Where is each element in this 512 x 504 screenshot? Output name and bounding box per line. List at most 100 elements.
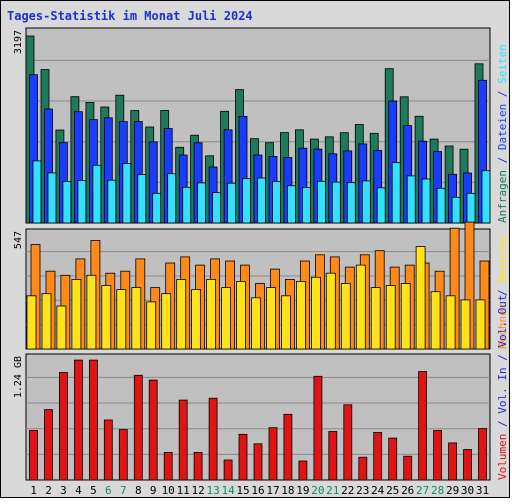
besuche-bar (221, 287, 232, 350)
seiten-bar (436, 187, 446, 224)
besuche-bar (116, 289, 127, 350)
volumen-bar (163, 451, 173, 481)
seiten-bar (466, 192, 476, 224)
panel-3-legend: Volumen / Vol. In / Vol. Out (496, 295, 509, 480)
x-tick-label: 18 (281, 484, 294, 497)
x-tick-label: 22 (341, 484, 354, 497)
besuche-bar (236, 280, 246, 350)
x-tick-label: 16 (251, 484, 264, 497)
seiten-bar (406, 175, 416, 224)
seiten-bar (32, 160, 42, 224)
x-tick-label: 9 (150, 484, 157, 497)
besuche-bar (415, 246, 426, 350)
besuche-bar (176, 278, 187, 350)
volumen-bar (238, 433, 248, 481)
seiten-bar (92, 164, 102, 224)
x-tick-label: 3 (60, 484, 67, 497)
besuche-bar (280, 295, 291, 350)
legend-entry: / (496, 84, 509, 104)
volumen-bar (193, 451, 203, 481)
volumen-bar (74, 359, 83, 481)
x-tick-label: 30 (461, 484, 474, 497)
besuche-bar (445, 295, 456, 350)
volumen-bar (403, 455, 413, 481)
besuche-bar (206, 278, 217, 350)
volumen-bar (433, 430, 443, 481)
x-tick-label: 8 (135, 484, 142, 497)
panel-2-legend: Rechner / Besuche (496, 236, 509, 349)
volumen-bar (283, 413, 293, 481)
legend-entry: / (496, 150, 509, 170)
besuche-bar (340, 283, 351, 350)
seiten-bar (47, 172, 57, 224)
seiten-bar (137, 174, 147, 224)
volumen-bar (343, 404, 353, 481)
seiten-bar (227, 182, 237, 224)
besuche-bar (385, 285, 396, 350)
besuche-bar (71, 278, 82, 350)
volumen-bar (268, 427, 278, 481)
volumen-bar (178, 399, 188, 481)
x-tick-label: 10 (162, 484, 175, 497)
legend-entry: Anfragen (496, 170, 509, 223)
x-tick-label: 23 (356, 484, 369, 497)
seiten-bar (182, 186, 192, 224)
x-tick-label: 17 (266, 484, 279, 497)
volumen-bar (388, 437, 398, 481)
legend-entry: Dateien (496, 104, 509, 150)
panel-2-ymax-label: 547 (13, 231, 24, 249)
x-tick-label: 2 (45, 484, 52, 497)
x-tick-label: 24 (371, 484, 385, 497)
x-tick-label: 31 (476, 484, 489, 497)
besuche-bar (86, 274, 97, 350)
legend-entry: / (496, 414, 509, 434)
legend-entry: Vol. Out (496, 295, 509, 348)
volumen-bar (418, 371, 428, 481)
seiten-bar (77, 179, 87, 224)
x-tick-label: 1 (30, 484, 37, 497)
x-tick-label: 5 (90, 484, 97, 497)
x-tick-label: 25 (386, 484, 399, 497)
volumen-bar (148, 379, 158, 481)
besuche-bar (101, 285, 112, 350)
legend-entry: Rechner (496, 302, 509, 349)
volumen-bar (133, 374, 143, 481)
volumen-bar (463, 449, 472, 481)
volumen-bar (328, 431, 338, 481)
seiten-bar (361, 180, 371, 224)
legend-entry: / (496, 283, 509, 303)
x-tick-label: 12 (191, 484, 204, 497)
x-tick-label: 4 (75, 484, 82, 497)
besuche-bar (56, 305, 67, 350)
volumen-bar (253, 443, 263, 481)
volumen-bar (44, 409, 53, 481)
seiten-bar (62, 181, 72, 224)
seiten-bar (391, 162, 401, 224)
seiten-bar (451, 196, 461, 224)
volumen-bar (478, 428, 487, 481)
besuche-bar (295, 280, 306, 350)
volumen-bar (118, 429, 128, 481)
seiten-bar (167, 173, 177, 224)
seiten-bar (107, 179, 117, 224)
seiten-bar (272, 180, 281, 224)
x-tick-label: 28 (431, 484, 444, 497)
besuche-bar (460, 299, 471, 350)
seiten-bar (301, 186, 311, 224)
besuche-bar (430, 291, 441, 350)
panel-3-ymax-label: 1.24 GB (13, 356, 24, 398)
volumen-bar (29, 430, 38, 481)
besuche-bar (131, 287, 142, 350)
chart-title: Tages-Statistik im Monat Juli 2024 (7, 9, 253, 23)
besuche-bar (370, 287, 381, 350)
besuche-bar (146, 301, 157, 350)
seiten-bar (346, 182, 356, 224)
besuche-bar (355, 264, 366, 350)
besuche-bar (26, 295, 37, 350)
volumen-bar (59, 372, 68, 481)
besuche-bar (310, 276, 321, 350)
seiten-bar (242, 178, 251, 224)
x-tick-label: 6 (105, 484, 112, 497)
